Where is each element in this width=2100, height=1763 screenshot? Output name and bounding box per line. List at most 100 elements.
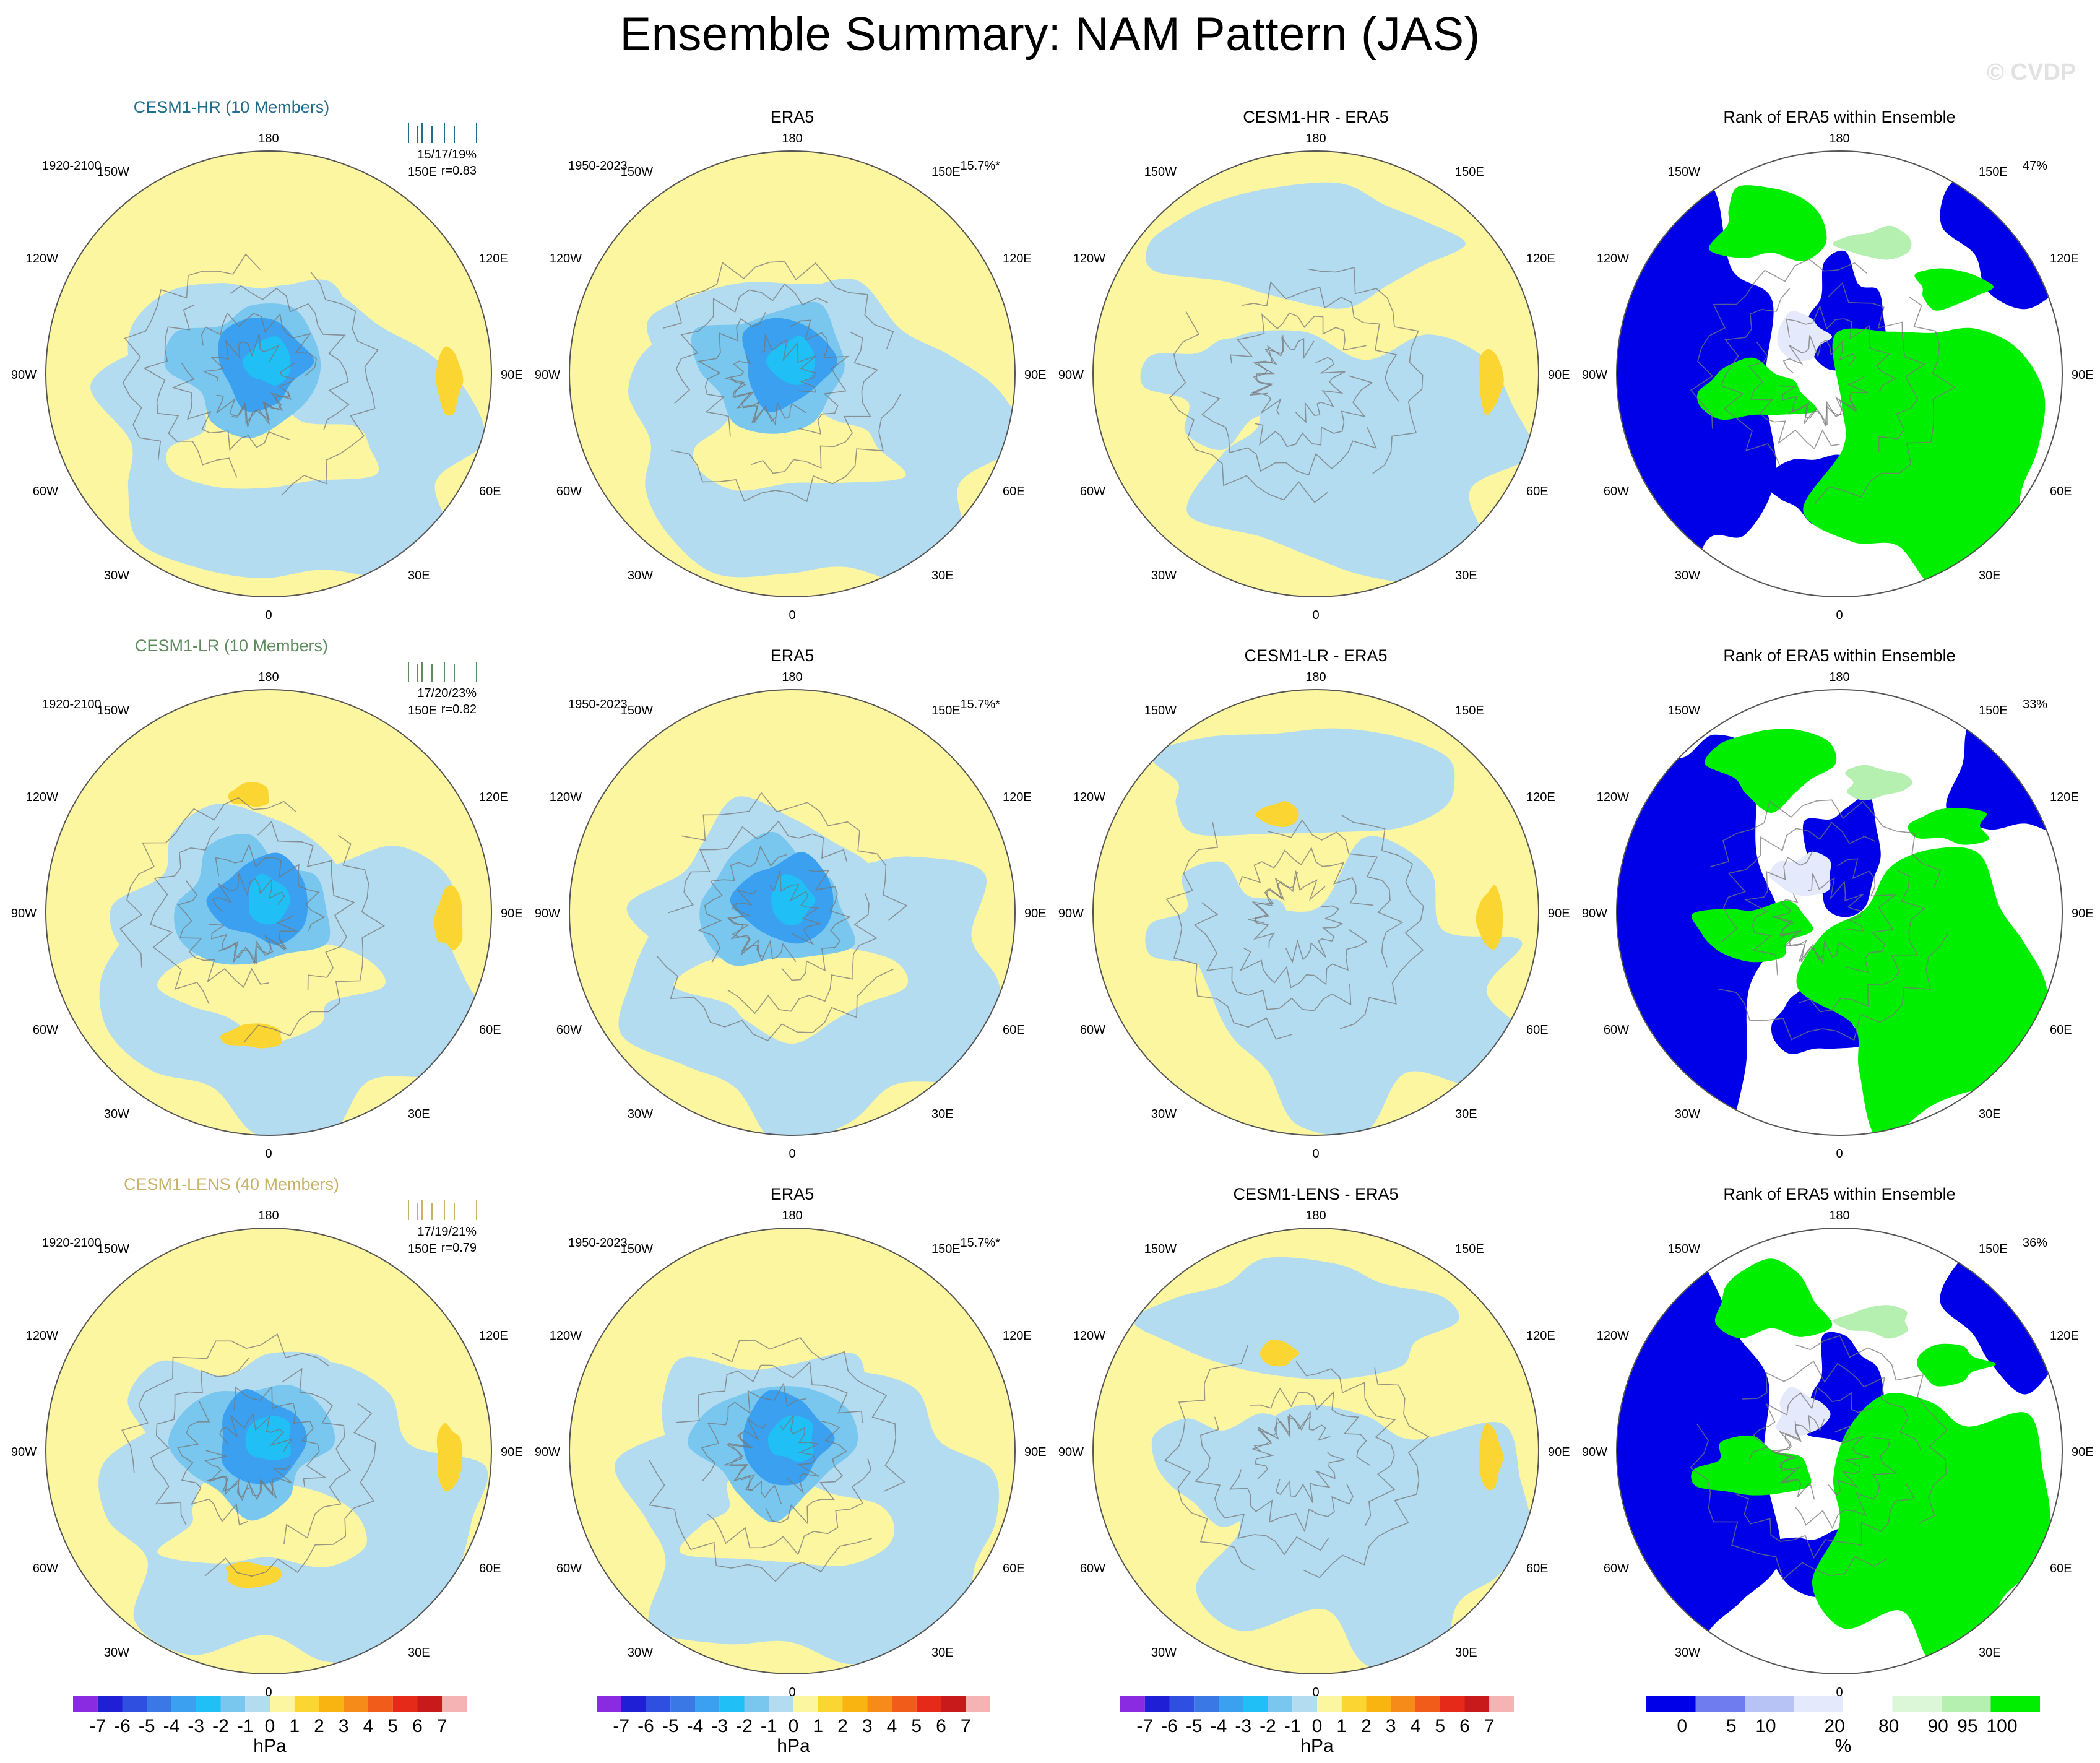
- colorbar-swatch: [1646, 1696, 1696, 1712]
- coastline: [231, 362, 296, 425]
- model-correlation-label: r=0.83: [441, 164, 477, 178]
- longitude-label-30e: 30E: [931, 1646, 954, 1660]
- era5-period-label: 1950-2023: [568, 698, 628, 711]
- colorbar-tick-label: -3: [188, 1716, 204, 1736]
- panel-model-row-2: CESM1-LR (10 Members) 1920-2100 17/20/23% r…: [11, 636, 523, 1161]
- coastline: [216, 391, 291, 427]
- longitude-label-90w: 90W: [535, 368, 560, 382]
- colorbar-swatch: [122, 1696, 147, 1712]
- longitude-label-90e: 90E: [501, 1445, 523, 1459]
- longitude-label-30e: 30E: [1979, 569, 2001, 583]
- map-border: [1616, 1228, 2063, 1674]
- longitude-label-60w: 60W: [1080, 485, 1105, 498]
- longitude-label-90w: 90W: [11, 907, 37, 920]
- longitude-label-90w: 90W: [1058, 907, 1084, 920]
- coastline: [1798, 870, 1926, 1013]
- longitude-label-150e: 150E: [1455, 704, 1484, 717]
- colorbar-swatch: [1942, 1696, 1991, 1712]
- coastline: [1771, 1421, 1815, 1500]
- map-border: [45, 1228, 492, 1674]
- map-border: [569, 689, 1016, 1136]
- coastline: [177, 1400, 249, 1526]
- longitude-label-150e: 150E: [1979, 165, 2008, 179]
- longitude-label-120e: 120E: [2050, 252, 2079, 266]
- longitude-label-60e: 60E: [1003, 1562, 1025, 1575]
- longitude-label-120w: 120W: [1073, 791, 1105, 804]
- colorbar-tick-label: 20: [1825, 1716, 1845, 1736]
- colorbar-tick-label: 1: [1336, 1716, 1347, 1736]
- colorbar-swatch: [744, 1696, 769, 1712]
- longitude-label-90e: 90E: [1024, 368, 1047, 382]
- coastline: [1786, 305, 1896, 393]
- colorbar-swatch: [966, 1696, 990, 1712]
- longitude-label-30w: 30W: [628, 1646, 653, 1660]
- longitude-label-90e: 90E: [2072, 368, 2094, 382]
- positive-region: [680, 1476, 895, 1566]
- coastline: [1710, 799, 1942, 888]
- rank-high-region: [1691, 1435, 1812, 1496]
- coastline: [1267, 819, 1404, 968]
- colorbar-swatch: [1366, 1696, 1391, 1712]
- coastline: [1164, 1345, 1255, 1571]
- positive-region: [673, 946, 909, 1044]
- coastline: [208, 924, 287, 964]
- colorbar-tick-label: 5: [1435, 1716, 1445, 1736]
- colorbar-difference: -7 -6 -5 -4 -3 -2 -1 0 1 2 3 4 5 6 7 hPa: [1120, 1696, 1514, 1756]
- positive-region: [1479, 349, 1504, 416]
- rank-mid-region: [1769, 851, 1831, 896]
- longitude-label-90e: 90E: [1548, 1445, 1570, 1459]
- map-fill: [1093, 690, 1539, 1135]
- model-percent-label: 17/20/23%: [417, 687, 477, 700]
- coastline: [282, 1367, 352, 1545]
- colorbar-tick-label: -4: [1211, 1716, 1227, 1736]
- longitude-label-0: 0: [789, 1147, 795, 1161]
- map-border: [45, 689, 492, 1136]
- longitude-label-60w: 60W: [556, 485, 582, 498]
- map-border: [1092, 689, 1539, 1136]
- positive-region: [228, 782, 269, 807]
- colorbar-unit: hPa: [253, 1736, 287, 1756]
- colorbar-swatch: [1120, 1696, 1145, 1712]
- rank-low-region: [1771, 985, 1865, 1055]
- colorbar-swatch: [793, 1696, 818, 1712]
- colorbar-tick-label: -3: [711, 1716, 728, 1736]
- colorbar-tick-label: -7: [1136, 1716, 1153, 1736]
- colorbar-swatch: [1695, 1696, 1745, 1712]
- longitude-label-150e: 150E: [1455, 1242, 1484, 1256]
- map-fill: [46, 690, 491, 1135]
- era5-percent-label: 15.7%*: [961, 1236, 1001, 1250]
- coastline: [1252, 872, 1298, 948]
- colorbar-swatch: [270, 1696, 295, 1712]
- longitude-label-150e: 150E: [408, 165, 437, 179]
- model-panel-title: CESM1-LR (10 Members): [135, 636, 328, 655]
- colorbar-tick-label: 100: [1986, 1716, 2017, 1736]
- longitude-label-120e: 120E: [1003, 252, 1032, 266]
- colorbar-swatch: [171, 1696, 196, 1712]
- colorbar-tick-label: 5: [911, 1716, 922, 1736]
- longitude-label-90e: 90E: [1024, 907, 1047, 920]
- map-border: [1616, 150, 2063, 597]
- colorbar-swatch: [1391, 1696, 1415, 1712]
- longitude-label-120e: 120E: [1526, 791, 1555, 804]
- longitude-label-60e: 60E: [1526, 485, 1549, 498]
- longitude-label-150w: 150W: [1144, 704, 1177, 717]
- negative-region: [1145, 861, 1297, 970]
- longitude-label-60w: 60W: [33, 485, 58, 498]
- longitude-label-60w: 60W: [556, 1562, 582, 1575]
- longitude-label-180: 180: [1305, 1209, 1326, 1223]
- coastline: [1251, 1413, 1311, 1479]
- longitude-label-0: 0: [1312, 1147, 1319, 1161]
- coastline: [257, 820, 355, 990]
- longitude-label-60e: 60E: [2050, 1023, 2072, 1037]
- longitude-label-120e: 120E: [1526, 252, 1555, 266]
- longitude-label-90w: 90W: [535, 907, 560, 920]
- coastline: [728, 889, 765, 958]
- coastline: [781, 869, 852, 981]
- negative-region: [1151, 1413, 1311, 1528]
- coastline: [281, 271, 379, 496]
- colorbar-swatch: [1243, 1696, 1268, 1712]
- coastline: [219, 1413, 293, 1452]
- longitude-label-30e: 30E: [1455, 1646, 1477, 1660]
- coastline: [769, 870, 821, 946]
